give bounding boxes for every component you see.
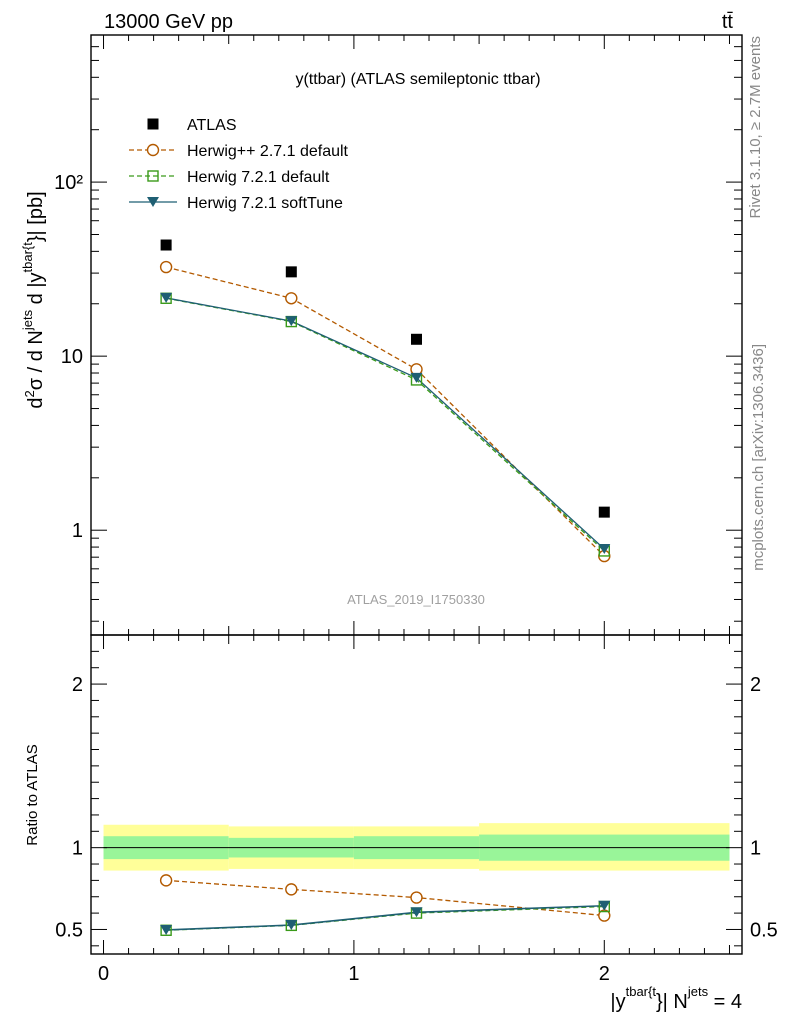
ratio-point-s2-3 — [598, 900, 611, 911]
main-series-line-1 — [165, 266, 605, 557]
main-point-s3-2 — [410, 372, 423, 383]
main-point-s1-1 — [285, 292, 298, 305]
ratio-ytick-label-right: 0.5 — [750, 919, 778, 941]
watermark: ATLAS_2019_I1750330 — [347, 592, 485, 607]
ratio-ytick-label-left: 0.5 — [55, 919, 83, 941]
ratio-ytick-label-right: 2 — [750, 674, 761, 696]
main-ylabel: d2σ / d Njets d |ytbar{t}| [pb] — [20, 191, 47, 408]
main-point-s3-0 — [160, 292, 173, 303]
main-ytick-label: 10 — [61, 346, 83, 368]
main-series-line-2 — [165, 297, 605, 552]
legend: ATLAS Herwig++ 2.7.1 default Herwig 7.2.1 … — [129, 117, 349, 212]
main-ytick-label: 10² — [54, 172, 83, 194]
ratio-point-s0-2 — [410, 891, 423, 904]
main-point-s3-1 — [285, 316, 298, 327]
legend-marker-0 — [147, 118, 159, 130]
main-point-s3-3 — [598, 543, 611, 554]
ratio-ytick-label-left: 2 — [72, 674, 83, 696]
mcplots-label: mcplots.cern.ch [arXiv:1306.3436] — [750, 344, 767, 571]
main-series-line-3 — [165, 297, 605, 550]
svg-text:|ytbar{t}| Njets = 4: |ytbar{t}| Njets = 4 — [610, 984, 742, 1013]
svg-text:d2σ / d Njets d |ytbar{t}| [: d2σ / d Njets d |ytbar{t}| [pb] — [20, 191, 47, 408]
main-point-s0-0 — [160, 239, 172, 251]
ratio-ylabel: Ratio to ATLAS — [24, 744, 41, 845]
x-axis-label: |ytbar{t}| Njets = 4 — [610, 984, 742, 1013]
main-point-s0-3 — [598, 506, 610, 518]
ratio-point-s2-1 — [285, 920, 298, 931]
ratio-xtick-label: 0 — [98, 963, 109, 985]
main-ytick-label: 1 — [72, 520, 83, 542]
plot-title: y(ttbar) (ATLAS semileptonic ttbar) — [295, 71, 540, 88]
legend-label-0: ATLAS — [187, 117, 237, 134]
ratio-point-s0-1 — [285, 883, 298, 896]
legend-label-1: Herwig++ 2.7.1 default — [187, 143, 349, 160]
ratio-panel: 0.5 0.5 1 1 2 2 0 1 2 — [55, 634, 778, 985]
ratio-xtick-label: 2 — [599, 963, 610, 985]
main-panel: 1 10 10² y(ttbar) (ATLAS semileptonic ttba… — [54, 34, 743, 636]
collision-label: 13000 GeV pp — [104, 11, 233, 33]
main-point-s0-1 — [285, 266, 297, 278]
legend-marker-1 — [146, 143, 160, 157]
ratio-point-s0-0 — [159, 874, 173, 887]
ratio-xtick-label: 1 — [348, 963, 359, 985]
legend-marker-2 — [147, 170, 159, 182]
ratio-ytick-label-left: 1 — [72, 838, 83, 860]
process-label: tt̄ — [722, 11, 734, 33]
main-point-s0-2 — [411, 333, 422, 345]
main-point-s1-0 — [159, 260, 173, 274]
ratio-series-line-0 — [166, 879, 605, 917]
rivet-label: Rivet 3.1.10, ≥ 2.7M events — [747, 36, 764, 219]
legend-marker-3 — [147, 197, 159, 207]
ratio-ytick-label-right: 1 — [750, 838, 761, 860]
ratio-point-s2-0 — [160, 924, 173, 935]
ratio-frame — [90, 634, 743, 955]
legend-label-2: Herwig 7.2.1 default — [187, 169, 330, 186]
ratio-point-s2-2 — [410, 907, 423, 918]
ratio-series-line-2 — [166, 904, 605, 931]
legend-label-3: Herwig 7.2.1 softTune — [187, 195, 343, 212]
